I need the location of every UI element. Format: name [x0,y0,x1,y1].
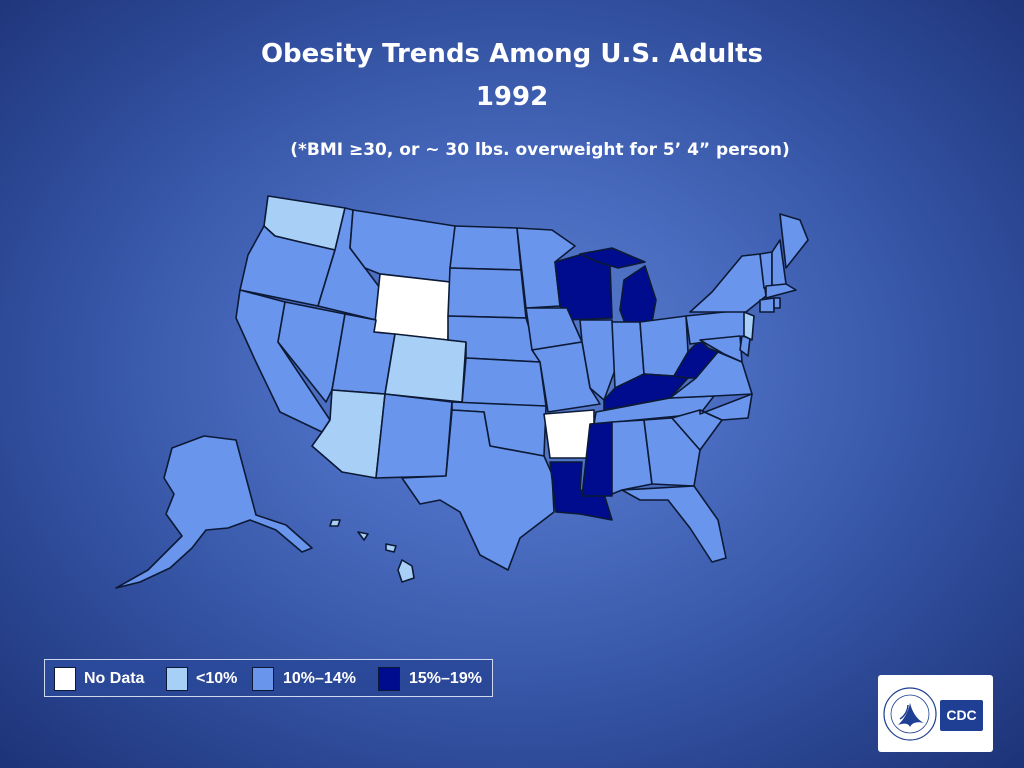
legend-swatch-no-data [54,667,76,691]
state-new-mexico[interactable] [375,393,453,479]
state-kansas[interactable] [461,357,547,407]
state-new-jersey[interactable] [743,311,755,341]
state-louisiana[interactable] [549,461,613,521]
state-colorado[interactable] [384,333,467,403]
state-west-virginia[interactable] [673,339,719,379]
state-hawaii-big[interactable] [397,559,415,583]
legend: No Data <10% 10%–14% 15%–19% [44,659,493,697]
hhs-eagle-icon [883,687,937,741]
state-michigan-upper[interactable] [579,247,646,269]
state-missouri[interactable] [531,341,601,413]
state-alabama[interactable] [611,419,653,495]
state-florida[interactable] [621,485,727,563]
state-hawaii-oahu[interactable] [357,531,369,541]
state-texas[interactable] [401,409,555,571]
state-connecticut[interactable] [759,297,775,313]
state-maine[interactable] [779,213,809,269]
state-arizona[interactable] [311,389,386,479]
state-hawaii-maui[interactable] [385,543,397,553]
state-new-york[interactable] [689,253,767,313]
state-nevada[interactable] [277,301,346,403]
state-alaska[interactable] [115,435,313,589]
state-wyoming[interactable] [373,273,451,341]
state-mississippi[interactable] [581,421,613,497]
cdc-wordmark: CDC [940,700,983,731]
state-north-dakota[interactable] [449,225,522,271]
state-south-dakota[interactable] [447,267,527,319]
legend-label-lt10: <10% [196,670,238,687]
legend-label-no-data: No Data [84,670,145,687]
state-hawaii-kauai[interactable] [329,519,341,527]
cdc-logo: CDC [878,675,993,752]
bmi-subtitle: (*BMI ≥30, or ~ 30 lbs. overweight for 5… [290,140,790,160]
legend-swatch-lt10 [166,667,188,691]
title-line-1: Obesity Trends Among U.S. Adults [260,39,764,69]
legend-swatch-10-14 [252,667,274,691]
legend-label-15-19: 15%–19% [409,670,482,687]
state-rhode-island[interactable] [773,297,781,309]
legend-swatch-15-19 [378,667,400,691]
state-massachusetts[interactable] [765,283,797,299]
state-north-carolina[interactable] [699,393,753,421]
state-michigan[interactable] [619,265,657,327]
legend-label-10-14: 10%–14% [283,670,356,687]
title-year: 1992 [475,82,549,112]
state-maryland[interactable] [699,335,743,363]
